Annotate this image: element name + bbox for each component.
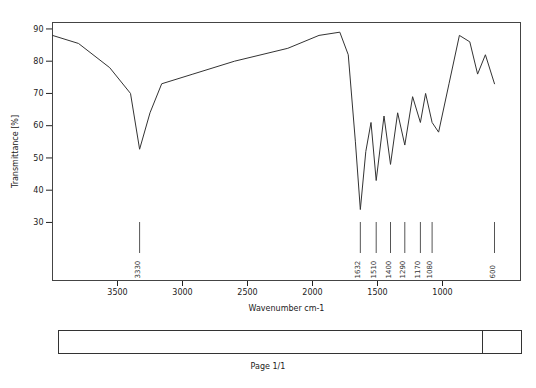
svg-text:1290: 1290 [399, 261, 407, 279]
svg-text:70: 70 [33, 89, 43, 98]
svg-text:1400: 1400 [385, 261, 393, 279]
svg-text:1170: 1170 [414, 261, 422, 279]
svg-text:50: 50 [33, 154, 43, 163]
svg-text:1510: 1510 [370, 261, 378, 279]
svg-text:90: 90 [33, 25, 43, 34]
svg-text:2500: 2500 [237, 288, 257, 297]
svg-text:40: 40 [33, 186, 43, 195]
svg-text:3000: 3000 [172, 288, 192, 297]
svg-text:80: 80 [33, 57, 43, 66]
svg-text:2000: 2000 [302, 288, 322, 297]
svg-text:3500: 3500 [107, 288, 127, 297]
svg-text:1500: 1500 [367, 288, 387, 297]
svg-text:3330: 3330 [134, 261, 142, 279]
svg-text:1080: 1080 [426, 261, 434, 279]
svg-text:60: 60 [33, 121, 43, 130]
svg-text:1632: 1632 [354, 261, 362, 279]
svg-text:600: 600 [489, 265, 497, 278]
svg-text:30: 30 [33, 218, 43, 227]
svg-text:Wavenumber cm-1: Wavenumber cm-1 [249, 304, 325, 313]
svg-text:1000: 1000 [432, 288, 452, 297]
html-text:Page 1/1: Page 1/1 [250, 362, 286, 371]
svg-text:Transmittance [%]: Transmittance [%] [11, 115, 20, 189]
